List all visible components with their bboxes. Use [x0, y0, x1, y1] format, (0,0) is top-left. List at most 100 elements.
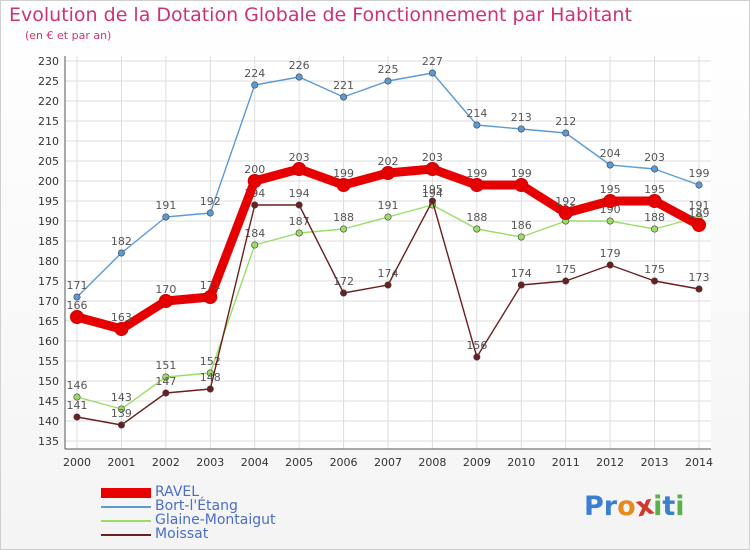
data-point — [251, 201, 259, 209]
data-point — [73, 393, 81, 401]
chart-title: Evolution de la Dotation Globale de Fonc… — [9, 4, 632, 26]
data-point — [651, 165, 659, 173]
data-label: 188 — [644, 211, 665, 224]
data-label: 143 — [111, 391, 132, 404]
logo-letter: r — [603, 491, 618, 522]
data-point — [292, 162, 307, 176]
data-label: 174 — [378, 267, 399, 280]
x-tick-label: 2006 — [330, 456, 358, 469]
data-label: 212 — [555, 115, 576, 128]
x-tick-label: 2004 — [241, 456, 269, 469]
data-label: 204 — [600, 147, 621, 160]
data-point — [517, 125, 525, 133]
data-label: 174 — [511, 267, 532, 280]
y-tick-label: 210 — [38, 135, 59, 148]
data-point — [603, 194, 618, 208]
data-point — [517, 281, 525, 289]
y-tick-label: 185 — [38, 235, 59, 248]
proxiti-logo: Proxiti — [584, 490, 685, 524]
data-point — [384, 213, 392, 221]
data-point — [606, 261, 614, 269]
x-tick-label: 2008 — [418, 456, 446, 469]
data-point — [162, 389, 170, 397]
data-point — [428, 197, 436, 205]
data-point — [473, 353, 481, 361]
data-label: 195 — [422, 183, 443, 196]
legend-swatch — [101, 520, 151, 522]
data-label: 148 — [200, 371, 221, 384]
data-point — [117, 405, 125, 413]
legend-item: Bort-l'Étang — [101, 498, 361, 514]
data-point — [425, 162, 440, 176]
data-label: 191 — [689, 199, 710, 212]
data-label: 141 — [67, 399, 88, 412]
y-tick-label: 140 — [38, 415, 59, 428]
legend-item: Glaine-Montaigut — [101, 512, 361, 528]
data-point — [473, 225, 481, 233]
x-tick-label: 2000 — [63, 456, 91, 469]
data-point — [695, 285, 703, 293]
data-label: 166 — [67, 299, 88, 312]
data-label: 170 — [155, 283, 176, 296]
data-label: 199 — [333, 167, 354, 180]
x-tick-label: 2009 — [463, 456, 491, 469]
legend-item: RAVEL — [101, 484, 361, 500]
data-label: 213 — [511, 111, 532, 124]
data-label: 195 — [644, 183, 665, 196]
legend-label: Bort-l'Étang — [155, 498, 238, 514]
data-label: 186 — [511, 219, 532, 232]
data-point — [473, 121, 481, 129]
data-label: 163 — [111, 311, 132, 324]
x-tick-label: 2014 — [685, 456, 713, 469]
y-tick-label: 190 — [38, 215, 59, 228]
data-point — [295, 73, 303, 81]
legend-label: RAVEL — [155, 484, 200, 500]
data-label: 182 — [111, 235, 132, 248]
data-point — [251, 81, 259, 89]
data-point — [203, 290, 218, 304]
data-point — [295, 229, 303, 237]
data-point — [517, 233, 525, 241]
data-point — [162, 373, 170, 381]
data-label: 188 — [466, 211, 487, 224]
legend-swatch — [101, 488, 151, 498]
data-label: 188 — [333, 211, 354, 224]
logo-letter: P — [584, 491, 604, 522]
y-tick-label: 215 — [38, 115, 59, 128]
data-point — [295, 201, 303, 209]
data-label: 173 — [689, 271, 710, 284]
data-label: 147 — [155, 375, 176, 388]
data-point — [206, 209, 214, 217]
data-point — [117, 249, 125, 257]
legend-swatch — [101, 534, 151, 536]
data-point — [114, 322, 129, 336]
data-point — [562, 277, 570, 285]
data-label: 171 — [200, 279, 221, 292]
data-point — [340, 225, 348, 233]
data-label: 175 — [555, 263, 576, 276]
data-label: 192 — [200, 195, 221, 208]
y-tick-label: 155 — [38, 355, 59, 368]
data-label: 224 — [244, 67, 265, 80]
x-tick-label: 2001 — [107, 456, 135, 469]
chart-subtitle: (en € et par an) — [25, 29, 112, 42]
y-tick-label: 200 — [38, 175, 59, 188]
y-tick-label: 180 — [38, 255, 59, 268]
logo-letter: i — [653, 491, 663, 522]
x-tick-label: 2011 — [552, 456, 580, 469]
y-tick-label: 225 — [38, 75, 59, 88]
data-label: 192 — [555, 195, 576, 208]
x-tick-label: 2003 — [196, 456, 224, 469]
data-point — [647, 194, 662, 208]
data-point — [70, 310, 84, 324]
chart-legend: RAVEL Bort-l'Étang Glaine-Montaigut Moissat — [101, 484, 361, 542]
data-point — [692, 218, 706, 232]
data-point — [428, 69, 436, 77]
y-tick-label: 145 — [38, 395, 59, 408]
x-tick-label: 2013 — [641, 456, 669, 469]
data-point — [514, 178, 529, 192]
data-point — [469, 178, 484, 192]
legend-swatch — [101, 506, 151, 508]
x-tick-label: 2010 — [507, 456, 535, 469]
